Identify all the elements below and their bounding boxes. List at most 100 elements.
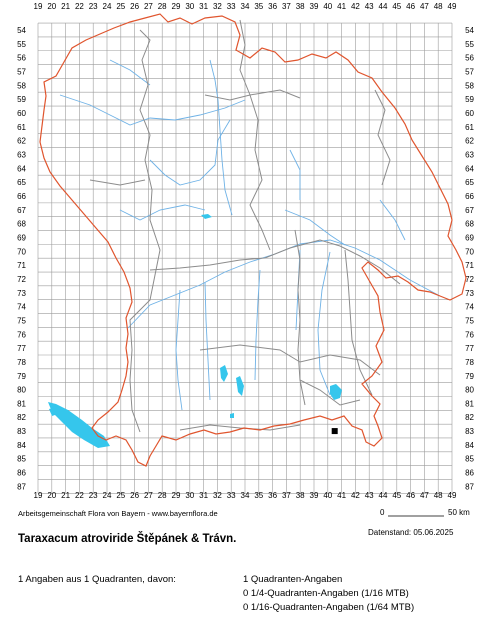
species-title: Taraxacum atroviride Štěpánek & Trávn. [18,533,237,545]
y-tick-label-right: 57 [465,67,474,76]
y-tick-label-left: 77 [17,344,26,353]
y-tick-label-right: 86 [465,469,474,478]
x-tick-label-top: 35 [254,2,263,11]
right-axis-labels: 54 55 56 57 58 59 60 61 62 63 64 65 66 67 68 69 70 71 72 73… [465,26,474,491]
x-tick-label-top: 19 [34,2,43,11]
y-tick-label-left: 85 [17,455,26,464]
y-tick-label-right: 59 [465,95,474,104]
x-tick-label-bottom: 34 [241,491,250,500]
distribution-map: 19 20 21 22 23 24 25 26 27 28 29 30 31 32 33 34 35 36 37 38… [17,2,474,500]
x-tick-label-bottom: 35 [254,491,263,500]
y-tick-label-right: 71 [465,261,474,270]
x-tick-label-top: 24 [103,2,112,11]
x-tick-label-bottom: 27 [144,491,153,500]
y-tick-label-left: 72 [17,275,26,284]
y-tick-label-left: 54 [17,26,26,35]
x-tick-label-bottom: 25 [116,491,125,500]
x-tick-label-top: 47 [420,2,429,11]
y-tick-label-left: 59 [17,95,26,104]
x-tick-label-bottom: 41 [337,491,346,500]
y-tick-label-right: 75 [465,316,474,325]
credit-text: Arbeitsgemeinschaft Flora von Bayern - w… [18,509,218,518]
x-tick-label-top: 34 [241,2,250,11]
x-tick-label-bottom: 38 [296,491,305,500]
y-tick-label-left: 56 [17,54,26,63]
y-tick-label-right: 65 [465,178,474,187]
x-tick-label-bottom: 19 [34,491,43,500]
x-tick-label-bottom: 20 [47,491,56,500]
stats-quarter-quadrant: 0 1/4-Quadranten-Angaben (1/16 MTB) [243,588,409,599]
y-tick-label-left: 67 [17,206,26,215]
y-tick-label-right: 64 [465,164,474,173]
top-axis-labels: 19 20 21 22 23 24 25 26 27 28 29 30 31 32 33 34 35 36 37 38… [34,2,457,11]
y-tick-label-right: 84 [465,441,474,450]
x-tick-label-bottom: 30 [185,491,194,500]
y-tick-label-right: 70 [465,247,474,256]
y-tick-label-left: 63 [17,150,26,159]
x-tick-label-bottom: 37 [282,491,291,500]
y-tick-label-left: 64 [17,164,26,173]
x-tick-label-top: 21 [61,2,70,11]
y-tick-label-left: 79 [17,372,26,381]
x-tick-label-top: 20 [47,2,56,11]
bottom-axis-labels: 19 20 21 22 23 24 25 26 27 28 29 30 31 32 33 34 35 36 37 38… [34,491,457,500]
y-tick-label-left: 86 [17,469,26,478]
y-tick-label-right: 68 [465,220,474,229]
x-tick-label-top: 42 [351,2,360,11]
y-tick-label-right: 74 [465,303,474,312]
x-tick-label-bottom: 26 [130,491,139,500]
x-tick-label-top: 26 [130,2,139,11]
y-tick-label-left: 87 [17,482,26,491]
stats-summary: 1 Angaben aus 1 Quadranten, davon: [18,574,176,585]
y-tick-label-right: 78 [465,358,474,367]
x-tick-label-top: 36 [268,2,277,11]
stats-quadrant: 1 Quadranten-Angaben [243,574,343,585]
x-tick-label-bottom: 32 [213,491,222,500]
y-tick-label-right: 85 [465,455,474,464]
y-tick-label-left: 68 [17,220,26,229]
left-axis-labels: 54 55 56 57 58 59 60 61 62 63 64 65 66 67 68 69 70 71 72 73… [17,26,26,491]
x-tick-label-top: 49 [448,2,457,11]
x-tick-label-bottom: 33 [227,491,236,500]
y-tick-label-right: 61 [465,123,474,132]
stats-sixteenth-quadrant: 0 1/16-Quadranten-Angaben (1/64 MTB) [243,602,415,613]
y-tick-label-left: 55 [17,40,26,49]
x-tick-label-bottom: 47 [420,491,429,500]
x-tick-label-top: 32 [213,2,222,11]
x-tick-label-top: 44 [379,2,388,11]
x-tick-label-top: 43 [365,2,374,11]
y-tick-label-right: 58 [465,81,474,90]
scale-bar-end: 50 km [448,508,470,517]
scale-bar-start: 0 [380,508,385,517]
y-tick-label-left: 66 [17,192,26,201]
x-tick-label-bottom: 39 [310,491,319,500]
data-date: Datenstand: 05.06.2025 [368,528,454,537]
y-tick-label-right: 66 [465,192,474,201]
y-tick-label-left: 73 [17,289,26,298]
x-tick-label-bottom: 28 [158,491,167,500]
x-tick-label-top: 29 [172,2,181,11]
y-tick-label-right: 67 [465,206,474,215]
y-tick-label-left: 62 [17,137,26,146]
x-tick-label-bottom: 45 [392,491,401,500]
x-tick-label-bottom: 31 [199,491,208,500]
occurrence-markers [331,428,338,435]
y-tick-label-right: 62 [465,137,474,146]
x-tick-label-bottom: 21 [61,491,70,500]
x-tick-label-top: 45 [392,2,401,11]
y-tick-label-right: 81 [465,399,474,408]
x-tick-label-top: 27 [144,2,153,11]
y-tick-label-left: 65 [17,178,26,187]
x-tick-label-bottom: 24 [103,491,112,500]
x-tick-label-bottom: 22 [75,491,84,500]
x-tick-label-top: 23 [89,2,98,11]
state-border [39,13,467,467]
y-tick-label-right: 73 [465,289,474,298]
x-tick-label-bottom: 48 [434,491,443,500]
y-tick-label-left: 69 [17,233,26,242]
lakes [48,214,342,448]
x-tick-label-bottom: 46 [406,491,415,500]
y-tick-label-left: 61 [17,123,26,132]
x-tick-label-top: 41 [337,2,346,11]
x-tick-label-bottom: 42 [351,491,360,500]
